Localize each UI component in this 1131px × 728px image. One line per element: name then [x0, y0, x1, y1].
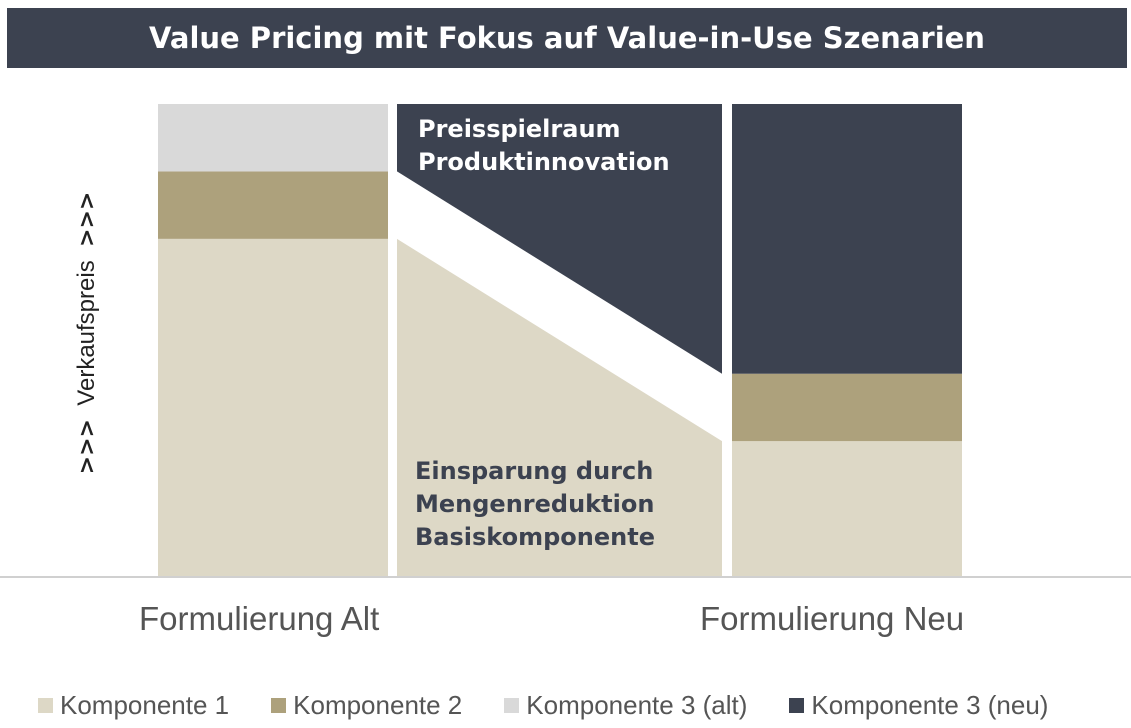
- annotation-line: Mengenreduktion: [415, 490, 655, 518]
- legend-item-komponente-3-alt: Komponente 3 (alt): [504, 690, 747, 721]
- annotation-line: Produktinnovation: [418, 148, 670, 176]
- bar-segment-neu-s1: [732, 441, 962, 576]
- bridge-einsparung: [397, 238, 722, 576]
- y-axis-label: >>> Verkaufspreis >>>: [73, 192, 101, 475]
- annotation-line: Basiskomponente: [415, 523, 655, 551]
- legend-swatch: [504, 698, 520, 713]
- legend-swatch: [38, 698, 53, 713]
- legend-swatch: [271, 698, 287, 713]
- bar-segment-alt-s2: [158, 171, 388, 239]
- y-axis-label-text: Verkaufspreis: [73, 260, 100, 406]
- bridge-preisspielraum: [397, 104, 722, 374]
- bar-segment-neu-s4: [732, 104, 962, 374]
- legend-label: Komponente 1: [60, 690, 230, 720]
- chart-title: Value Pricing mit Fokus auf Value-in-Use…: [7, 8, 1127, 68]
- legend: Komponente 1 Komponente 2 Komponente 3 (…: [38, 690, 1090, 721]
- legend-label: Komponente 3 (neu): [811, 690, 1049, 720]
- legend-item-komponente-1: Komponente 1: [38, 690, 229, 721]
- legend-item-komponente-2: Komponente 2: [271, 690, 462, 721]
- legend-label: Komponente 3 (alt): [526, 690, 748, 720]
- annotation-line: Preisspielraum: [418, 115, 621, 143]
- legend-swatch: [789, 698, 805, 713]
- legend-item-komponente-3-neu: Komponente 3 (neu): [789, 690, 1048, 721]
- annotation-einsparung: Einsparung durch Mengenreduktion Basisko…: [415, 455, 655, 554]
- legend-label: Komponente 2: [293, 690, 463, 720]
- bar-segment-alt-s1: [158, 238, 388, 576]
- annotation-preisspielraum: Preisspielraum Produktinnovation: [418, 113, 670, 179]
- y-axis-arrows-right: >>>: [75, 191, 100, 247]
- bar-segment-neu-s2: [732, 373, 962, 442]
- bar-segment-alt-s3: [158, 104, 388, 172]
- category-label-alt: Formulierung Alt: [139, 600, 380, 637]
- y-axis-arrows-left: >>>: [75, 419, 100, 475]
- annotation-line: Einsparung durch: [415, 457, 654, 485]
- category-label-neu: Formulierung Neu: [700, 600, 965, 637]
